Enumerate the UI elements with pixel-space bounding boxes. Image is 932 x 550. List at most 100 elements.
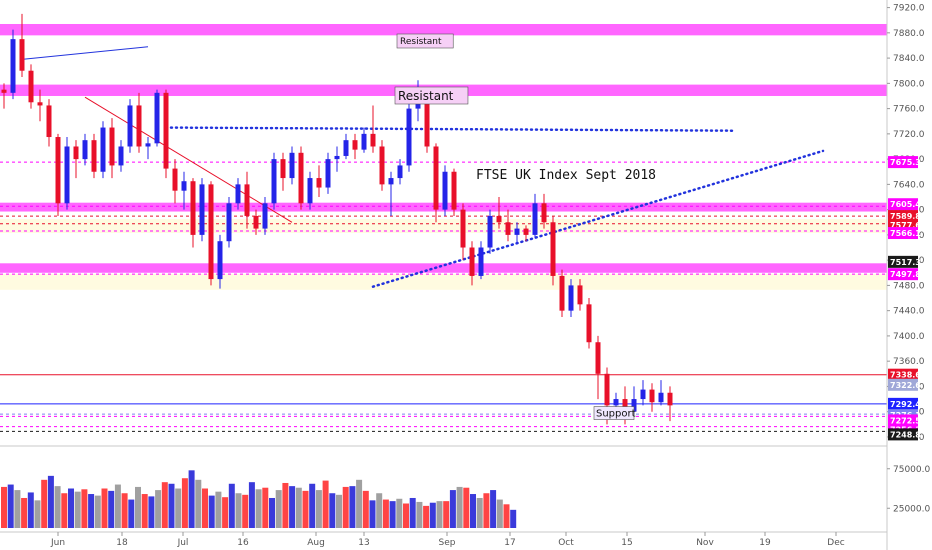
price-tag: [888, 255, 918, 268]
volume-bar: [121, 493, 128, 528]
candle: [334, 146, 340, 172]
price-tag: [888, 268, 918, 281]
volume-bar: [94, 495, 101, 528]
volume-bars: [1, 470, 517, 528]
zone-3: [0, 263, 887, 273]
candle: [370, 105, 376, 153]
price-tag: [888, 368, 918, 381]
candle: [505, 209, 511, 242]
x-tick-label: 18: [116, 538, 128, 548]
volume-bar: [429, 502, 436, 528]
candle-body: [496, 215, 502, 223]
candle: [55, 133, 61, 216]
zones: [0, 23, 887, 290]
x-tick-label: Aug: [307, 538, 325, 548]
candle-body: [352, 140, 358, 150]
volume-bar: [248, 482, 255, 528]
candle: [190, 178, 196, 248]
candle: [658, 380, 664, 406]
zone-label: Resistant: [400, 37, 442, 47]
volume-bar: [389, 501, 396, 528]
candle-body: [64, 146, 70, 204]
candle-body: [622, 399, 628, 412]
volume-bar: [336, 494, 342, 528]
volume-bar: [135, 486, 141, 528]
candle-body: [667, 392, 673, 406]
candle-body: [46, 105, 52, 138]
candle-body: [154, 92, 160, 144]
candle: [208, 181, 214, 286]
trend-lines: [21, 46, 825, 288]
volume-bar: [202, 488, 208, 528]
candle-body: [109, 127, 115, 166]
volume-bar: [396, 498, 403, 528]
candle-body: [433, 146, 439, 210]
candle-body: [604, 373, 610, 406]
candle: [163, 89, 169, 179]
candle: [64, 137, 70, 210]
candle-body: [127, 105, 133, 147]
candle-body: [370, 133, 376, 147]
candle: [496, 197, 502, 229]
candle: [388, 171, 394, 216]
candle-body: [514, 228, 520, 235]
candles: [1, 13, 673, 425]
x-axis-labels: Jun 18 Jul 16 Aug 13 Sep 17 Oct 15 Nov 19 Dec: [50, 538, 845, 548]
candle: [217, 234, 223, 289]
candle: [433, 143, 439, 223]
candle-body: [406, 108, 412, 166]
candle: [10, 29, 16, 100]
candle-body: [523, 228, 529, 235]
candle: [577, 279, 583, 311]
candle: [262, 197, 268, 235]
candle: [307, 171, 313, 210]
candle-body: [73, 146, 79, 160]
candle: [37, 89, 43, 122]
price-tag: [888, 378, 918, 391]
volume-bar: [289, 486, 296, 528]
trend-line: [164, 126, 735, 132]
volume-bar: [503, 504, 510, 528]
volume-bar: [14, 490, 21, 528]
candle: [145, 137, 151, 160]
y-tick-label: 7840.0: [893, 54, 925, 64]
volume-bar: [329, 493, 336, 528]
y-tick-label: 7760.0: [893, 105, 925, 115]
candle-body: [298, 152, 304, 204]
volume-bar: [322, 480, 329, 528]
candle-body: [316, 178, 322, 188]
candle-body: [262, 203, 268, 229]
volume-bar: [362, 490, 369, 528]
price-tag-label: 7577.6: [890, 221, 921, 230]
volume-bar: [215, 491, 222, 528]
price-tag-label: 7589.8: [890, 212, 921, 221]
volume-bar: [476, 497, 483, 528]
volume-bar: [7, 484, 14, 528]
candle: [100, 121, 106, 179]
volume-bar: [269, 497, 275, 528]
price-tag: [888, 156, 918, 169]
price-tag: [888, 397, 918, 410]
volume-bar: [155, 490, 162, 528]
candle-body: [325, 159, 331, 188]
candle-body: [208, 184, 214, 280]
candle: [127, 99, 133, 153]
price-tag-label: 7675.3: [890, 158, 921, 167]
volume-bar: [1, 486, 7, 528]
volume-bar: [208, 495, 215, 528]
volume-bar: [403, 503, 409, 528]
y-tick-label: 7400.0: [893, 332, 925, 342]
candle: [469, 241, 475, 286]
candle-body: [55, 137, 61, 204]
volume-bar: [242, 494, 249, 528]
candle: [343, 133, 349, 160]
candle: [46, 99, 52, 147]
candle: [361, 127, 367, 153]
candle-body: [469, 247, 475, 276]
x-tick-label: Jun: [50, 538, 65, 548]
candle: [487, 209, 493, 254]
candle: [352, 133, 358, 160]
volume-bar: [175, 488, 182, 528]
candle-body: [19, 39, 25, 71]
